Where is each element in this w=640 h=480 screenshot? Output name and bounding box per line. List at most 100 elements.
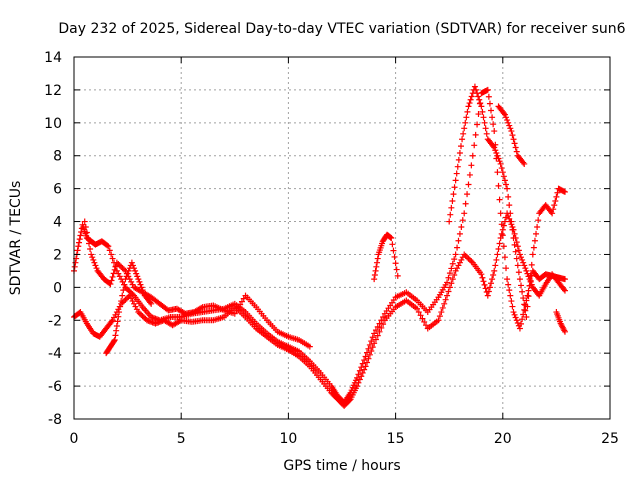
y-tick-label: 14 bbox=[44, 50, 62, 66]
data-point bbox=[392, 260, 399, 267]
data-point bbox=[521, 160, 528, 167]
data-point bbox=[125, 267, 132, 274]
data-point bbox=[533, 230, 540, 237]
data-point bbox=[519, 288, 526, 295]
data-point bbox=[516, 325, 523, 332]
data-point bbox=[465, 181, 472, 188]
data-point bbox=[527, 278, 534, 285]
data-point bbox=[553, 193, 560, 200]
data-point bbox=[114, 318, 121, 325]
plot-frame bbox=[73, 56, 611, 420]
data-point bbox=[514, 243, 521, 250]
data-point bbox=[389, 241, 396, 248]
data-point bbox=[523, 297, 530, 304]
data-point bbox=[511, 241, 518, 248]
data-point bbox=[503, 181, 510, 188]
data-point bbox=[121, 281, 128, 288]
data-point bbox=[497, 235, 504, 241]
data-point bbox=[358, 373, 365, 380]
y-tick-label: 4 bbox=[53, 215, 62, 231]
data-point bbox=[438, 309, 445, 316]
data-point bbox=[494, 169, 501, 176]
data-point bbox=[485, 288, 492, 295]
data-point bbox=[109, 255, 116, 262]
data-point bbox=[476, 96, 483, 103]
data-point bbox=[485, 93, 492, 100]
data-point bbox=[520, 295, 527, 302]
data-point bbox=[120, 287, 127, 294]
data-point bbox=[468, 93, 475, 100]
data-point bbox=[359, 360, 366, 367]
data-point bbox=[422, 322, 429, 329]
data-point bbox=[530, 244, 537, 251]
data-point bbox=[87, 245, 94, 252]
data-point bbox=[458, 224, 465, 231]
data-point bbox=[388, 235, 395, 241]
data-point bbox=[525, 287, 532, 294]
data-point bbox=[509, 303, 516, 310]
data-point bbox=[490, 272, 497, 279]
data-point bbox=[495, 155, 502, 162]
data-point bbox=[520, 259, 527, 266]
axis-ticks bbox=[73, 56, 611, 420]
data-point bbox=[355, 379, 362, 386]
data-point bbox=[484, 86, 491, 93]
data-point bbox=[108, 277, 115, 284]
data-point bbox=[373, 263, 380, 270]
data-point bbox=[448, 280, 455, 287]
data-point bbox=[446, 284, 453, 291]
data-point bbox=[119, 292, 126, 299]
data-point bbox=[135, 276, 142, 283]
data-point bbox=[129, 262, 136, 269]
y-tick-label: -6 bbox=[48, 379, 62, 395]
data-point bbox=[519, 316, 526, 323]
data-point bbox=[90, 256, 97, 263]
data-point bbox=[510, 235, 517, 241]
data-point bbox=[449, 197, 456, 204]
data-point bbox=[444, 292, 451, 299]
data-point bbox=[71, 263, 78, 270]
y-tick-label: 12 bbox=[44, 83, 62, 99]
data-point bbox=[511, 230, 518, 237]
data-point bbox=[451, 184, 458, 191]
data-point bbox=[147, 299, 154, 306]
data-point bbox=[467, 96, 474, 103]
data-point bbox=[474, 121, 481, 128]
data-point bbox=[501, 111, 508, 118]
data-point bbox=[417, 312, 424, 319]
data-point bbox=[498, 165, 505, 172]
data-point bbox=[459, 136, 466, 143]
data-point bbox=[521, 306, 528, 313]
data-point bbox=[77, 232, 84, 239]
data-point bbox=[501, 177, 508, 184]
data-point bbox=[454, 163, 461, 170]
data-point bbox=[522, 307, 529, 314]
data-point bbox=[136, 278, 143, 285]
data-point bbox=[508, 218, 515, 225]
data-point bbox=[88, 251, 95, 258]
data-point bbox=[110, 270, 117, 277]
data-point bbox=[380, 313, 387, 320]
data-point bbox=[492, 262, 499, 269]
data-point bbox=[505, 281, 512, 288]
data-point bbox=[491, 267, 498, 274]
data-point bbox=[506, 122, 513, 129]
data-point bbox=[494, 152, 501, 159]
data-point bbox=[551, 202, 558, 209]
data-point bbox=[523, 313, 530, 320]
data-point bbox=[414, 305, 421, 312]
data-point bbox=[477, 100, 484, 107]
data-point bbox=[561, 276, 568, 283]
data-point bbox=[495, 182, 502, 189]
x-tick-label: 10 bbox=[279, 431, 297, 447]
data-point bbox=[552, 197, 559, 204]
data-point bbox=[76, 239, 83, 246]
data-point bbox=[465, 103, 472, 110]
data-point bbox=[108, 318, 115, 325]
data-point bbox=[454, 244, 461, 251]
data-point bbox=[456, 230, 463, 237]
data-point bbox=[500, 173, 507, 180]
data-point bbox=[561, 328, 568, 335]
data-point bbox=[238, 298, 245, 305]
